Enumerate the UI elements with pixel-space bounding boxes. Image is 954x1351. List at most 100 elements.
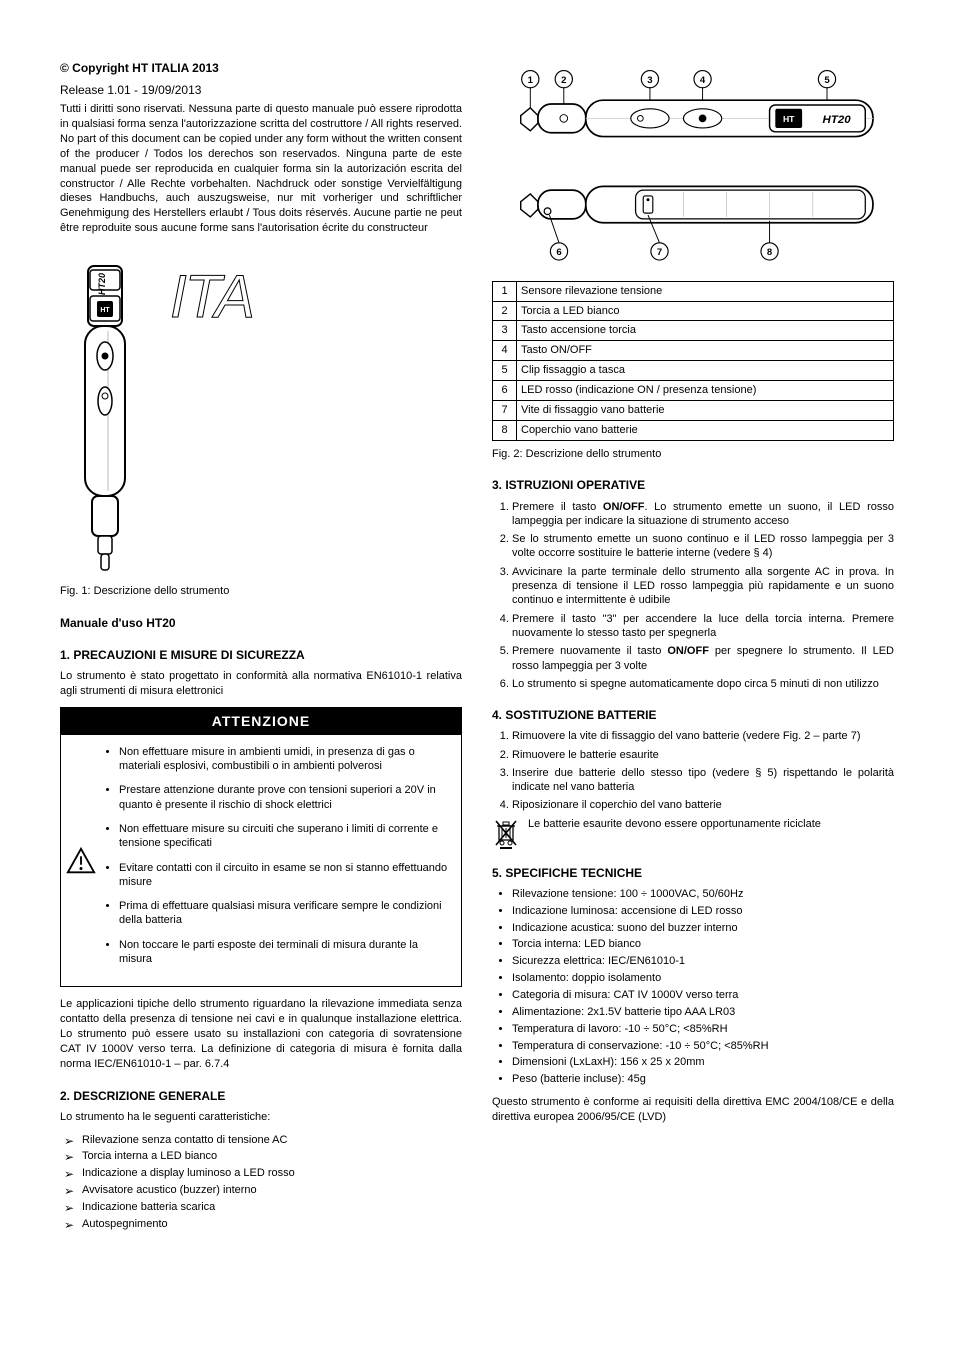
step-item: Premere nuovamente il tasto ON/OFF per s…: [512, 644, 894, 673]
svg-text:HT: HT: [100, 307, 110, 314]
caution-item: Evitare contatti con il circuito in esam…: [119, 861, 451, 890]
spec-list: Rilevazione tensione: 100 ÷ 1000VAC, 50/…: [492, 887, 894, 1087]
sec2-intro: Lo strumento ha le seguenti caratteristi…: [60, 1110, 462, 1125]
spec-item: Sicurezza elettrica: IEC/EN61010-1: [512, 954, 894, 969]
spec-item: Torcia interna: LED bianco: [512, 937, 894, 952]
step-item: Rimuovere la vite di fissaggio del vano …: [512, 729, 894, 743]
sec2-heading: 2. DESCRIZIONE GENERALE: [60, 1088, 462, 1104]
part-desc: Coperchio vano batterie: [517, 420, 894, 440]
svg-text:5: 5: [824, 75, 830, 86]
part-number: 6: [493, 380, 517, 400]
pen-vertical-illustration: HT20 HT: [60, 256, 150, 576]
sec1-heading: 1. PRECAUZIONI E MISURE DI SICUREZZA: [60, 647, 462, 663]
weee-text: Le batterie esaurite devono essere oppor…: [528, 817, 821, 832]
feature-item: Avvisatore acustico (buzzer) interno: [64, 1183, 462, 1198]
sec5-heading: 5. SPECIFICHE TECNICHE: [492, 865, 894, 881]
step-item: Inserire due batterie dello stesso tipo …: [512, 766, 894, 795]
svg-text:6: 6: [556, 247, 561, 258]
sec3-heading: 3. ISTRUZIONI OPERATIVE: [492, 477, 894, 493]
svg-text:HT20: HT20: [823, 114, 852, 126]
step-item: Premere il tasto ON/OFF. Lo strumento em…: [512, 500, 894, 529]
caution-item: Prima di effettuare qualsiasi misura ver…: [119, 899, 451, 928]
svg-text:8: 8: [767, 247, 773, 258]
weee-icon: [492, 817, 520, 849]
figure-1-row: HT20 HT ITA: [60, 256, 462, 576]
features-checklist: Rilevazione senza contatto di tensione A…: [60, 1133, 462, 1232]
part-desc: Vite di fissaggio vano batterie: [517, 400, 894, 420]
table-row: 4Tasto ON/OFF: [493, 341, 894, 361]
spec-item: Rilevazione tensione: 100 ÷ 1000VAC, 50/…: [512, 887, 894, 902]
part-desc: Tasto accensione torcia: [517, 321, 894, 341]
sec5-footer: Questo strumento è conforme ai requisiti…: [492, 1095, 894, 1125]
weee-row: Le batterie esaurite devono essere oppor…: [492, 817, 894, 849]
caution-body: Non effettuare misure in ambienti umidi,…: [101, 735, 461, 987]
part-desc: Torcia a LED bianco: [517, 301, 894, 321]
step-item: Riposizionare il coperchio del vano batt…: [512, 798, 894, 812]
caution-box: ATTENZIONE Non effettuare misure in ambi…: [60, 707, 462, 987]
spec-item: Isolamento: doppio isolamento: [512, 971, 894, 986]
step-item: Avvicinare la parte terminale dello stru…: [512, 565, 894, 608]
step-item: Se lo strumento emette un suono continuo…: [512, 532, 894, 561]
caution-banner: ATTENZIONE: [61, 708, 461, 735]
spec-item: Peso (batterie incluse): 45g: [512, 1072, 894, 1087]
part-desc: LED rosso (indicazione ON / presenza ten…: [517, 380, 894, 400]
part-number: 5: [493, 361, 517, 381]
svg-text:1: 1: [528, 75, 534, 86]
svg-text:3: 3: [647, 75, 652, 86]
table-row: 5Clip fissaggio a tasca: [493, 361, 894, 381]
copyright-title: © Copyright HT ITALIA 2013: [60, 60, 462, 76]
sec4-steps: Rimuovere la vite di fissaggio del vano …: [492, 729, 894, 812]
caution-item: Prestare attenzione durante prove con te…: [119, 783, 451, 812]
svg-text:HT20: HT20: [97, 273, 107, 295]
part-number: 1: [493, 281, 517, 301]
feature-item: Indicazione a display luminoso a LED ros…: [64, 1166, 462, 1181]
step-item: Lo strumento si spegne automaticamente d…: [512, 677, 894, 691]
callout-diagram: 1 2 3 4 5 HT: [492, 60, 894, 271]
part-number: 8: [493, 420, 517, 440]
caution-item: Non effettuare misure in ambienti umidi,…: [119, 745, 451, 774]
svg-text:4: 4: [700, 75, 706, 86]
table-row: 1Sensore rilevazione tensione: [493, 281, 894, 301]
sec3-steps: Premere il tasto ON/OFF. Lo strumento em…: [492, 500, 894, 692]
part-number: 2: [493, 301, 517, 321]
caution-item: Non effettuare misure su circuiti che su…: [119, 822, 451, 851]
manual-title: Manuale d'uso HT20: [60, 615, 462, 631]
spec-item: Indicazione acustica: suono del buzzer i…: [512, 921, 894, 936]
part-desc: Sensore rilevazione tensione: [517, 281, 894, 301]
caution-item: Non toccare le parti esposte dei termina…: [119, 938, 451, 967]
part-number: 4: [493, 341, 517, 361]
svg-text:2: 2: [561, 75, 566, 86]
copyright-block: © Copyright HT ITALIA 2013 Release 1.01 …: [60, 60, 462, 236]
feature-item: Rilevazione senza contatto di tensione A…: [64, 1133, 462, 1148]
warning-triangle-icon: [61, 735, 101, 987]
sec4-heading: 4. SOSTITUZIONE BATTERIE: [492, 707, 894, 723]
feature-item: Torcia interna a LED bianco: [64, 1149, 462, 1164]
part-number: 3: [493, 321, 517, 341]
table-row: 7Vite di fissaggio vano batterie: [493, 400, 894, 420]
sec1-intro: Lo strumento è stato progettato in confo…: [60, 669, 462, 699]
spec-item: Indicazione luminosa: accensione di LED …: [512, 904, 894, 919]
feature-item: Indicazione batteria scarica: [64, 1200, 462, 1215]
part-desc: Clip fissaggio a tasca: [517, 361, 894, 381]
feature-item: Autospegnimento: [64, 1217, 462, 1232]
table-row: 6LED rosso (indicazione ON / presenza te…: [493, 380, 894, 400]
table-row: 3Tasto accensione torcia: [493, 321, 894, 341]
table-row: 2Torcia a LED bianco: [493, 301, 894, 321]
copyright-body: Tutti i diritti sono riservati. Nessuna …: [60, 102, 462, 236]
part-desc: Tasto ON/OFF: [517, 341, 894, 361]
release-line: Release 1.01 - 19/09/2013: [60, 82, 462, 98]
part-number: 7: [493, 400, 517, 420]
language-tag-ita: ITA: [170, 256, 253, 337]
spec-item: Alimentazione: 2x1.5V batterie tipo AAA …: [512, 1005, 894, 1020]
sec1-applications: Le applicazioni tipiche dello strumento …: [60, 997, 462, 1071]
step-item: Premere il tasto "3" per accendere la lu…: [512, 612, 894, 641]
svg-text:7: 7: [657, 247, 662, 258]
svg-text:HT: HT: [783, 114, 795, 124]
step-item: Rimuovere le batterie esaurite: [512, 748, 894, 762]
spec-item: Categoria di misura: CAT IV 1000V verso …: [512, 988, 894, 1003]
spec-item: Dimensioni (LxLaxH): 156 x 25 x 20mm: [512, 1055, 894, 1070]
spec-item: Temperatura di lavoro: -10 ÷ 50°C; <85%R…: [512, 1022, 894, 1037]
fig2-caption: Fig. 2: Descrizione dello strumento: [492, 447, 894, 462]
parts-table: 1Sensore rilevazione tensione2Torcia a L…: [492, 281, 894, 441]
table-row: 8Coperchio vano batterie: [493, 420, 894, 440]
